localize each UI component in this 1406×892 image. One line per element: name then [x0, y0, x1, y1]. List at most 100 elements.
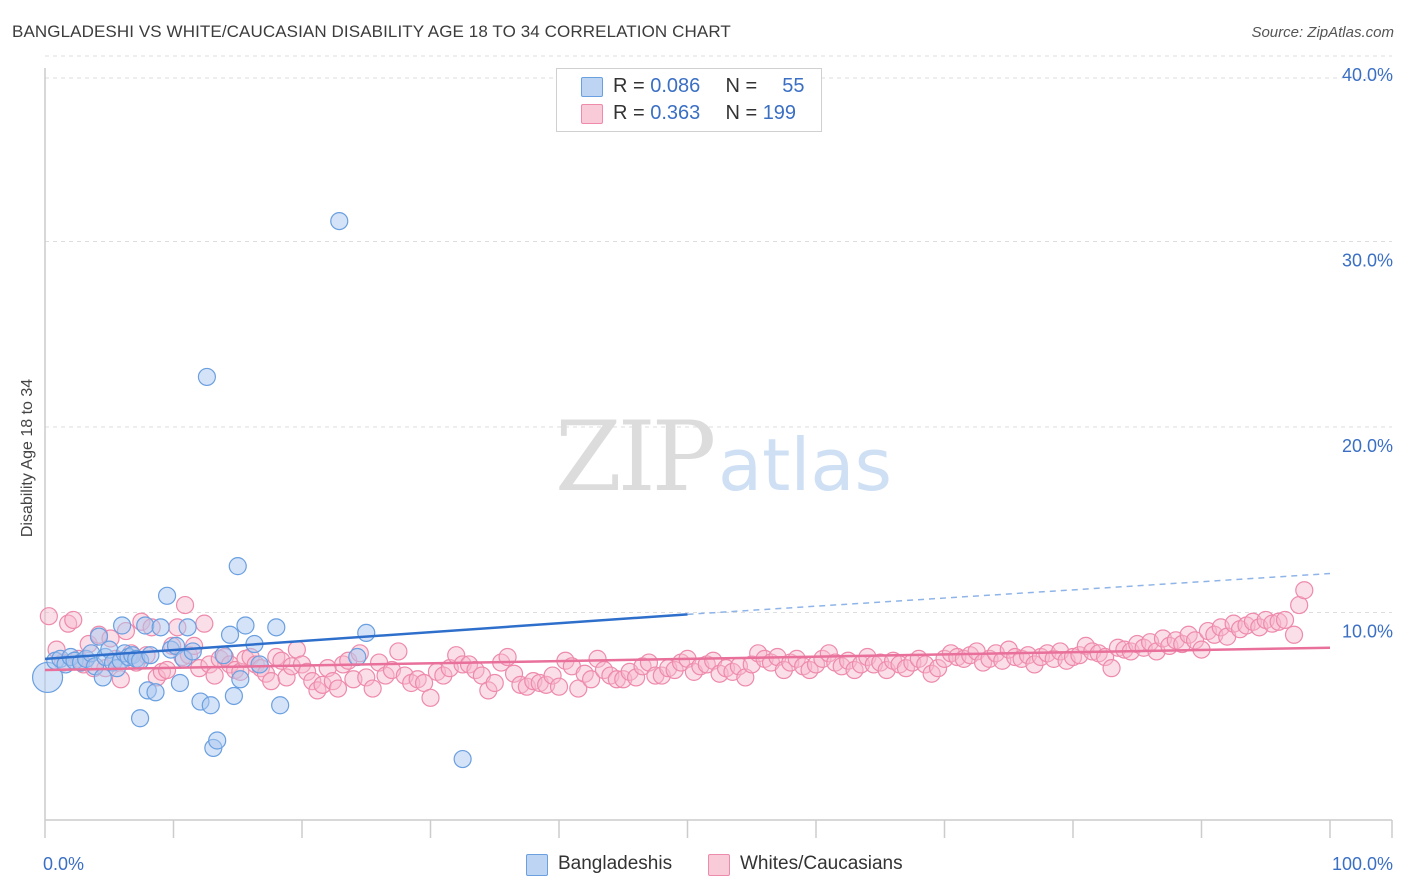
point-bangladeshis-32 [170, 673, 190, 693]
point-whites-43 [262, 672, 281, 691]
point-whites-204 [1275, 610, 1295, 630]
x-tick-label-0: 0.0% [43, 854, 84, 874]
point-bangladeshis-27 [146, 683, 165, 702]
point-whites-71 [421, 688, 440, 707]
legend-r-label-2: R = [613, 102, 645, 124]
point-bangladeshis-51 [330, 211, 349, 231]
point-whites-30 [195, 614, 214, 633]
point-whites-109 [665, 660, 684, 680]
point-bangladeshis-37 [197, 367, 217, 387]
point-whites-22 [157, 660, 177, 680]
point-bangladeshis-24 [136, 616, 155, 635]
point-bangladeshis-40 [208, 731, 227, 750]
point-whites-205 [1284, 625, 1304, 644]
point-whites-97 [588, 649, 607, 668]
point-whites-126 [774, 660, 793, 680]
legend-text-2: R = 0.363 N = 199 [613, 102, 796, 125]
point-bangladeshis-43 [224, 686, 243, 706]
point-bangladeshis-52 [348, 647, 367, 667]
legend-swatch-blue [581, 77, 603, 97]
legend-text-1: R = 0.086 N = 55 [613, 75, 805, 98]
series-swatch-blue [526, 854, 548, 876]
point-whites-150 [928, 659, 948, 678]
point-whites-80 [479, 681, 498, 700]
point-whites-51 [303, 672, 322, 691]
point-whites-46 [277, 668, 296, 687]
grid-lines [45, 55, 1392, 613]
point-bangladeshis-38 [201, 696, 220, 715]
point-bangladeshis-46 [236, 616, 255, 635]
trend-bangladeshis-extension [687, 572, 1331, 616]
point-bangladeshis-23 [130, 709, 150, 728]
point-bangladeshis-26 [141, 646, 160, 665]
x-tick-label-100: 100.0% [1332, 854, 1393, 874]
point-whites-56 [328, 679, 348, 698]
trend-whites [44, 646, 1331, 672]
point-whites-91 [549, 677, 569, 696]
legend-n-value-2: 199 [762, 102, 797, 124]
point-bangladeshis-29 [157, 586, 177, 605]
trend-bangladeshis [44, 613, 688, 661]
point-whites-96 [582, 670, 601, 689]
point-whites-203 [1269, 612, 1288, 631]
point-bangladeshis-53 [357, 623, 376, 643]
point-bangladeshis-50 [271, 696, 290, 715]
point-whites-165 [1025, 655, 1044, 674]
axes [44, 68, 1393, 838]
trend-lines [44, 572, 1331, 672]
point-whites-66 [389, 642, 408, 661]
point-whites-128 [787, 649, 806, 668]
point-bangladeshis-49 [267, 618, 286, 637]
point-bangladeshis-42 [220, 625, 240, 644]
point-whites-52 [308, 681, 327, 700]
point-whites-50 [298, 662, 317, 681]
point-bangladeshis-48 [250, 655, 269, 674]
point-bangladeshis-54 [453, 749, 472, 769]
point-bangladeshis-35 [183, 642, 202, 661]
point-whites-103 [626, 668, 646, 687]
legend-n-value-1: 55 [782, 75, 805, 97]
series-swatch-pink [708, 854, 730, 876]
point-whites-207 [1295, 581, 1314, 600]
correlation-legend: R = 0.086 N = 55 R = 0.363 N = 199 [556, 68, 822, 132]
watermark: ZIP atlas [555, 401, 892, 513]
point-whites-4 [64, 610, 83, 630]
point-whites-0 [39, 607, 58, 626]
legend-r-value-1: 0.086 [650, 75, 701, 97]
y-tick-label-40: 40.0% [1342, 65, 1393, 85]
legend-n-label-1: N = [725, 75, 758, 97]
source-label: Source: ZipAtlas.com [1251, 24, 1394, 41]
point-whites-81 [485, 673, 504, 693]
point-bangladeshis-17 [112, 616, 132, 635]
point-whites-177 [1102, 659, 1121, 678]
point-bangladeshis-34 [178, 618, 197, 637]
point-whites-31 [200, 655, 219, 674]
watermark-atlas: atlas [718, 423, 892, 507]
point-bangladeshis-44 [228, 557, 247, 576]
legend-r-value-2: 0.363 [650, 102, 701, 124]
legend-r-label-1: R = [613, 75, 645, 97]
chart-title: BANGLADESHI VS WHITE/CAUCASIAN DISABILIT… [12, 22, 731, 41]
series-legend-label-1: Bangladeshis [558, 853, 673, 874]
point-whites-84 [504, 664, 524, 683]
legend-swatch-pink [581, 104, 603, 124]
point-whites-90 [543, 666, 562, 685]
point-whites-62 [363, 679, 382, 698]
series-legend-label-2: Whites/Caucasians [740, 853, 903, 874]
point-whites-53 [313, 675, 332, 694]
series-whites-caucasians [39, 581, 1314, 707]
y-tick-label-30: 30.0% [1342, 251, 1393, 271]
tick-labels: 10.0% 20.0% 30.0% 40.0% 0.0% 100.0% [43, 65, 1393, 874]
point-whites-32 [205, 666, 224, 685]
point-bangladeshis-45 [231, 670, 250, 689]
point-whites-61 [357, 668, 376, 687]
point-whites-190 [1185, 631, 1205, 650]
point-whites-26 [175, 595, 195, 615]
point-bangladeshis-28 [151, 618, 170, 637]
watermark-zip: ZIP [555, 401, 714, 513]
point-bangladeshis-41 [214, 646, 233, 665]
y-tick-label-20: 20.0% [1342, 436, 1393, 456]
point-bangladeshis-10 [89, 627, 109, 646]
legend-n-label-2: N = [725, 102, 758, 124]
